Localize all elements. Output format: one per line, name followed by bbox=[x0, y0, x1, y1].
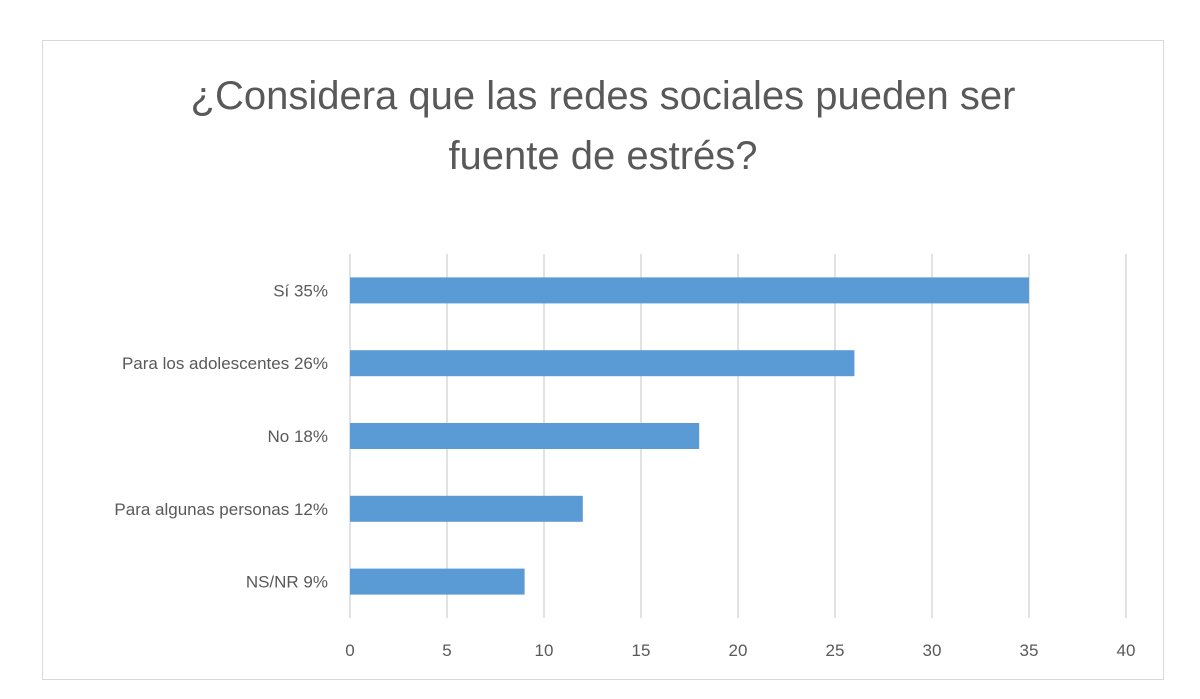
x-tick-label: 5 bbox=[442, 641, 451, 660]
x-tick-label: 0 bbox=[345, 641, 354, 660]
x-tick-label: 30 bbox=[923, 641, 942, 660]
category-label: Sí 35% bbox=[273, 281, 328, 300]
x-tick-label: 10 bbox=[535, 641, 554, 660]
x-tick-label: 40 bbox=[1117, 641, 1136, 660]
chart-title-line-2: fuente de estrés? bbox=[448, 134, 758, 178]
chart-title: ¿Considera que las redes sociales pueden… bbox=[0, 66, 1200, 186]
chart-frame bbox=[42, 40, 1164, 680]
x-tick-label: 25 bbox=[826, 641, 845, 660]
bar bbox=[350, 423, 700, 449]
category-label: Para algunas personas 12% bbox=[114, 500, 328, 519]
bar bbox=[350, 350, 855, 377]
chart-title-line-1: ¿Considera que las redes sociales pueden… bbox=[190, 74, 1016, 118]
category-label: No 18% bbox=[268, 427, 328, 446]
category-label: NS/NR 9% bbox=[246, 573, 328, 592]
x-tick-label: 35 bbox=[1020, 641, 1039, 660]
bar bbox=[350, 568, 525, 595]
x-tick-label: 20 bbox=[729, 641, 748, 660]
x-tick-label: 15 bbox=[632, 641, 651, 660]
bar bbox=[350, 277, 1029, 304]
bar bbox=[350, 495, 583, 522]
category-label: Para los adolescentes 26% bbox=[122, 354, 328, 373]
